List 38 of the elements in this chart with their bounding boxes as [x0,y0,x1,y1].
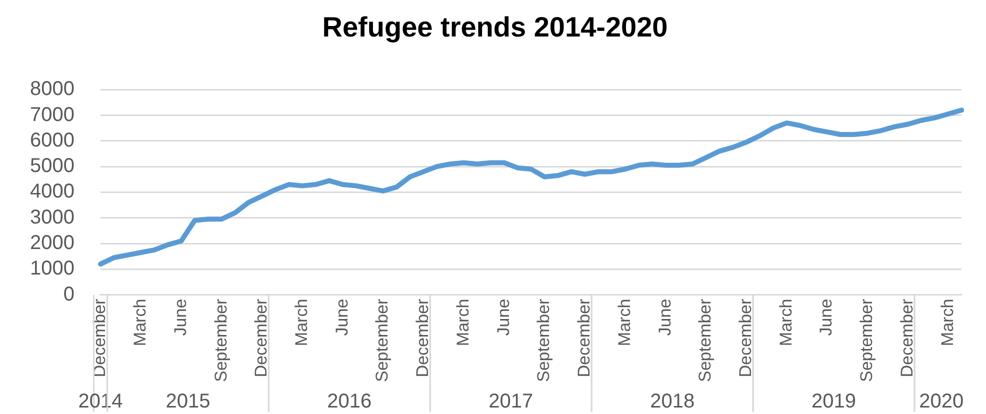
x-tick-label: June [332,298,352,336]
text: 2019 [812,390,856,413]
x-tick-label: March [776,298,796,346]
y-tick-label: 4000 [30,180,74,203]
y-tick-label: 0 [63,283,74,306]
x-tick-label: December [90,298,110,378]
x-tick-label: June [494,298,513,336]
x-tick-label: September [372,298,392,382]
y-tick-label: 5000 [30,155,74,178]
y-tick-label: 1000 [30,258,74,280]
x-tick-label: September [534,298,554,382]
x-tick-label: March [614,298,634,346]
x-tick-label: September [211,298,230,382]
x-tick-label: December [736,298,756,378]
y-tick-label: 7000 [30,104,74,126]
x-tick-label: December [574,298,594,378]
x-tick-label: June [655,298,674,336]
x-tick-label: December [413,298,432,378]
x-tick-label: March [453,298,472,346]
x-tick-label: June [170,298,190,336]
x-tick-label: March [130,298,150,346]
x-tick-label: March [292,298,311,346]
text: 2015 [166,390,210,413]
x-tick-label: September [857,298,876,382]
y-tick-label: 3000 [30,206,74,228]
x-tick-label: June [816,298,836,336]
x-tick-label: December [897,298,916,378]
text: 2016 [327,390,372,413]
y-tick-label: 8000 [30,78,74,100]
x-tick-label: March [938,298,957,346]
y-tick-label: 6000 [30,129,74,152]
text: 2018 [650,390,695,413]
text: 2017 [488,390,534,413]
x-tick-label: December [252,298,271,378]
chart-title: Refugee trends 2014-2020 [322,12,668,43]
text: 2020 [919,390,964,413]
x-tick-label: September [696,298,715,382]
y-tick-label: 2000 [30,232,74,254]
